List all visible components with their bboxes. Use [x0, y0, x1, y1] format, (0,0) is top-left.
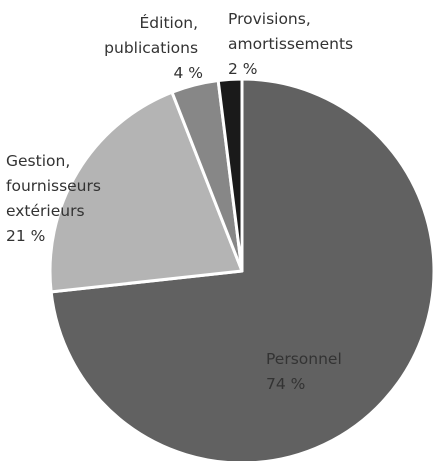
label-gestion-line2: fournisseurs	[6, 177, 101, 195]
label-gestion: Gestion, fournisseurs extérieurs 21 %	[6, 152, 106, 245]
label-gestion-line3: extérieurs	[6, 202, 85, 220]
label-personnel: Personnel 74 %	[266, 350, 347, 393]
label-gestion-line1: Gestion,	[6, 152, 70, 170]
label-personnel-name: Personnel	[266, 350, 342, 368]
label-personnel-value: 74 %	[266, 375, 305, 393]
label-edition: Édition, publications 4 %	[104, 13, 203, 82]
pie-slice-gestion	[48, 90, 244, 294]
label-provisions: Provisions, amortissements 2 %	[228, 10, 358, 78]
label-edition-value: 4 %	[173, 64, 203, 82]
label-gestion-value: 21 %	[6, 227, 45, 245]
label-provisions-value: 2 %	[228, 60, 258, 78]
label-provisions-line1: Provisions,	[228, 10, 311, 28]
label-edition-line2: publications	[104, 39, 198, 57]
label-provisions-line2: amortissements	[228, 35, 353, 53]
pie-slice-provisions	[216, 77, 244, 273]
label-edition-line1: Édition,	[140, 13, 199, 32]
pie-slices	[48, 77, 434, 461]
